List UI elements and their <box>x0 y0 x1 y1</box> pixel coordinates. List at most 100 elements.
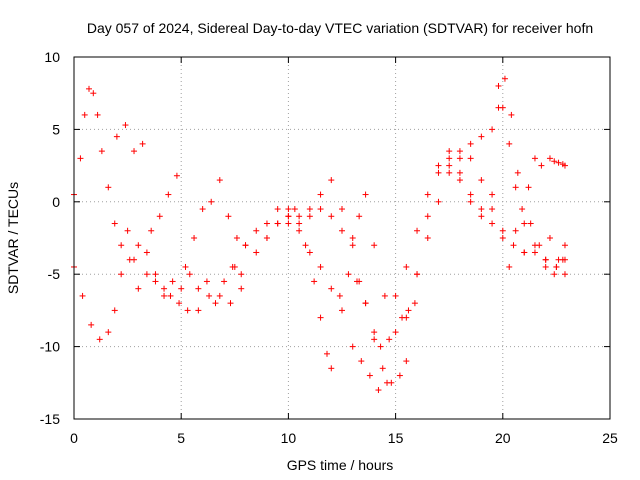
data-point <box>446 169 453 176</box>
data-point <box>538 162 545 169</box>
data-point <box>186 271 193 278</box>
data-points <box>71 75 568 394</box>
data-point <box>233 235 240 241</box>
grid-lines <box>74 57 610 419</box>
x-axis-ticks: 0 5 10 15 20 25 <box>70 57 618 446</box>
data-point <box>227 300 234 307</box>
data-point <box>339 307 345 314</box>
x-tick-label: 20 <box>495 430 511 446</box>
data-point <box>456 177 463 184</box>
data-point <box>176 300 183 307</box>
data-point <box>521 249 528 256</box>
data-point <box>98 148 105 155</box>
data-point <box>152 271 159 278</box>
x-axis-label: GPS time / hours <box>287 457 394 473</box>
data-point <box>178 285 185 292</box>
data-point <box>375 387 382 394</box>
data-point <box>118 242 125 249</box>
data-point <box>435 198 442 205</box>
data-point <box>527 220 534 227</box>
data-point <box>414 271 421 278</box>
data-point <box>512 227 519 234</box>
data-point <box>424 191 431 198</box>
y-tick-label: -10 <box>40 339 60 355</box>
data-point <box>291 206 298 213</box>
data-point <box>356 213 363 220</box>
data-point <box>111 220 118 227</box>
data-point <box>403 314 410 321</box>
data-point <box>208 198 215 205</box>
data-point <box>302 242 309 249</box>
data-point <box>561 162 568 169</box>
y-tick-label: -15 <box>40 411 60 427</box>
chart-title: Day 057 of 2024, Sidereal Day-to-day VTE… <box>87 20 593 36</box>
data-point <box>339 227 345 234</box>
data-point <box>456 148 463 155</box>
data-point <box>328 365 335 372</box>
data-point <box>345 271 352 278</box>
data-point <box>414 227 421 234</box>
data-point <box>499 235 506 241</box>
data-point <box>328 177 335 184</box>
data-point <box>519 206 526 213</box>
data-point <box>263 220 270 227</box>
data-point <box>191 235 198 241</box>
data-point <box>94 111 101 118</box>
data-point <box>212 300 219 307</box>
data-point <box>195 285 202 292</box>
data-point <box>392 292 399 299</box>
data-point <box>285 220 292 227</box>
data-point <box>323 350 330 357</box>
data-point <box>478 213 485 220</box>
data-point <box>495 82 502 89</box>
data-point <box>135 242 142 249</box>
data-point <box>165 191 172 198</box>
data-point <box>561 242 568 249</box>
data-point <box>242 242 249 249</box>
data-point <box>339 206 345 213</box>
data-point <box>551 158 558 165</box>
data-point <box>384 379 391 386</box>
data-point <box>489 191 496 198</box>
data-point <box>306 249 313 256</box>
data-point <box>184 307 191 314</box>
data-point <box>135 285 142 292</box>
data-point <box>551 271 558 278</box>
data-point <box>489 126 496 133</box>
data-point <box>238 271 245 278</box>
data-point <box>306 206 313 213</box>
data-point <box>435 169 442 176</box>
data-point <box>501 75 508 82</box>
data-point <box>371 242 378 249</box>
data-point <box>424 235 431 241</box>
data-point <box>467 198 474 205</box>
data-point <box>169 278 176 285</box>
data-point <box>555 159 562 166</box>
data-point <box>377 343 384 350</box>
data-point <box>542 263 549 270</box>
data-point <box>296 213 303 220</box>
data-point <box>467 140 474 147</box>
y-tick-label: 10 <box>44 49 60 65</box>
data-point <box>379 365 386 372</box>
data-point <box>161 292 168 299</box>
data-point <box>508 111 515 118</box>
data-point <box>561 271 568 278</box>
x-tick-label: 5 <box>177 430 185 446</box>
data-point <box>225 213 232 220</box>
x-tick-label: 10 <box>281 430 297 446</box>
data-point <box>525 184 532 191</box>
data-point <box>152 278 159 285</box>
data-point <box>392 329 399 336</box>
data-point <box>88 321 95 328</box>
data-point <box>446 148 453 155</box>
data-point <box>381 292 388 299</box>
data-point <box>81 111 88 118</box>
data-point <box>456 169 463 176</box>
data-point <box>396 372 403 379</box>
data-point <box>371 329 378 336</box>
data-point <box>173 172 180 179</box>
data-point <box>105 184 112 191</box>
data-point <box>317 263 324 270</box>
data-point <box>328 213 335 220</box>
